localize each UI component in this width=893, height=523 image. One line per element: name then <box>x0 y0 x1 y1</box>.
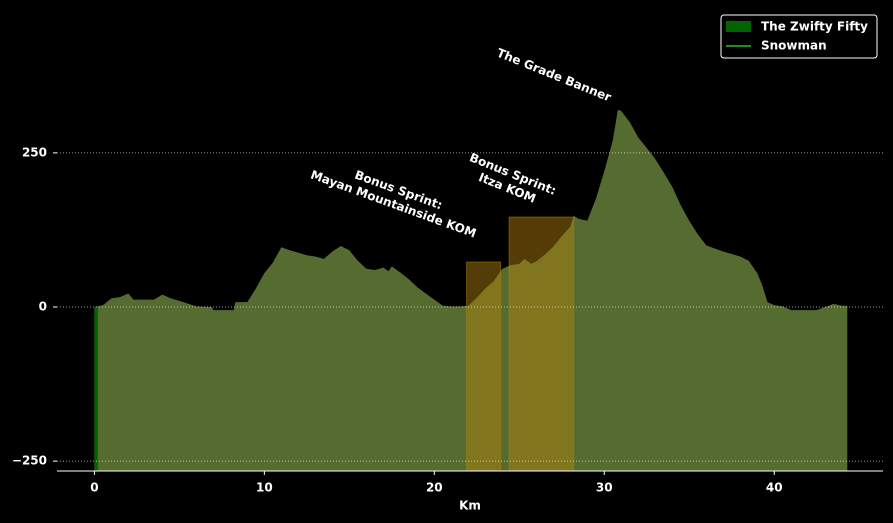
x-tick-label: 30 <box>596 481 613 495</box>
y-tick-label: 0 <box>39 300 47 314</box>
x-tick-label: 40 <box>766 481 783 495</box>
route-start <box>94 307 98 471</box>
y-tick-label: 250 <box>22 145 47 159</box>
x-tick-label: 10 <box>256 481 273 495</box>
legend-label: The Zwifty Fifty <box>761 20 868 34</box>
x-axis-label: Km <box>459 499 481 513</box>
legend-label: Snowman <box>761 39 827 53</box>
segment <box>508 216 575 472</box>
legend-swatch <box>726 21 751 32</box>
legend-box <box>720 14 878 59</box>
x-tick-label: 20 <box>426 481 443 495</box>
y-tick-label: −250 <box>12 454 47 468</box>
segment <box>466 261 502 472</box>
legend: The Zwifty Fifty Snowman <box>720 14 878 59</box>
x-tick-label: 0 <box>90 481 98 495</box>
elevation-area <box>94 109 848 472</box>
